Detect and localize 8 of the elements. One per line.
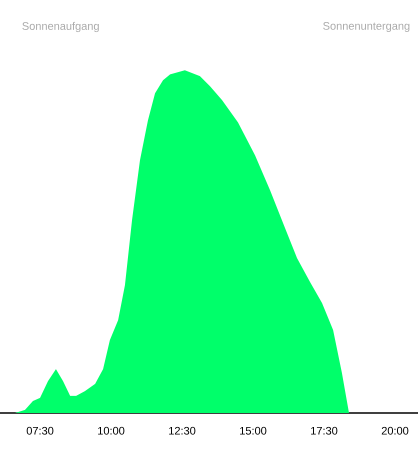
x-tick-label: 20:00	[382, 426, 408, 435]
x-tick-label: 12:30	[169, 426, 196, 435]
x-tick-label: 15:00	[240, 426, 266, 435]
x-tick-label: 07:30	[26, 426, 54, 435]
text: Sonnenuntergang	[323, 22, 410, 32]
x-tick-label: 17:30	[311, 426, 338, 435]
x-tick-label: 10:00	[98, 426, 124, 435]
text: Sonnenaufgang	[22, 22, 99, 32]
